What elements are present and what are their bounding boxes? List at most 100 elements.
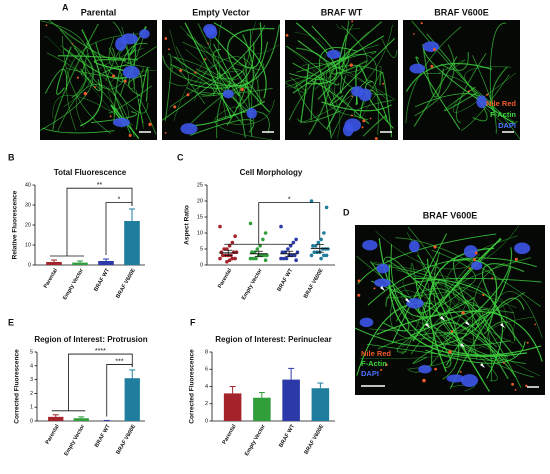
- lipid-droplet: [432, 48, 436, 51]
- actin-fiber: [227, 27, 275, 113]
- nucleus: [376, 263, 390, 274]
- lipid-droplet: [525, 384, 528, 388]
- lipid-droplet: [468, 267, 471, 270]
- bar: [311, 388, 330, 421]
- point: [220, 253, 225, 258]
- lipid-droplet: [503, 362, 505, 364]
- nucleus: [180, 123, 198, 135]
- nucleus: [115, 37, 127, 51]
- y-tick-label: 5: [30, 349, 33, 355]
- nucleus: [422, 41, 440, 52]
- lipid-droplet: [164, 37, 168, 40]
- actin-fiber: [226, 100, 275, 125]
- x-tick-label: BRAF WT: [93, 267, 111, 293]
- x-tick-label: Parental: [45, 423, 61, 445]
- actin-fiber: [445, 311, 501, 366]
- nucleus: [446, 374, 465, 383]
- arrowhead: [425, 323, 430, 328]
- error-bar: [129, 208, 135, 221]
- actin-fiber: [243, 53, 253, 137]
- actin-fiber: [334, 72, 396, 100]
- actin-fiber: [325, 44, 380, 105]
- error-bar: [52, 414, 59, 417]
- point: [254, 256, 258, 261]
- point: [263, 258, 268, 263]
- lipid-droplet: [204, 58, 207, 61]
- actin-fiber: [76, 48, 144, 128]
- error-bar: [77, 260, 83, 263]
- error-bar: [315, 244, 324, 253]
- point: [291, 240, 296, 245]
- actin-fiber: [431, 322, 509, 366]
- actin-fiber: [63, 48, 94, 107]
- arrowhead: [460, 343, 465, 348]
- y-tick-label: 4: [205, 384, 208, 390]
- nucleus: [374, 278, 391, 288]
- panel-label: C: [177, 152, 184, 162]
- actin-fiber: [299, 24, 393, 124]
- panel-label: E: [8, 317, 14, 327]
- y-tick-label: 2: [30, 391, 33, 397]
- x-tick-label: Empty Vector: [62, 267, 85, 301]
- actin-fiber: [257, 76, 262, 106]
- y-tick-label: 15: [197, 214, 203, 220]
- lipid-droplet: [148, 122, 152, 127]
- actin-fiber: [180, 26, 211, 49]
- actin-fiber: [382, 256, 484, 381]
- actin-fiber: [402, 275, 517, 309]
- y-tick-label: 0: [28, 262, 31, 268]
- bar: [124, 378, 140, 421]
- x-tick-label: BRAF V600E: [303, 267, 325, 299]
- actin-fiber: [44, 68, 68, 94]
- legend-text: F-Actin: [490, 110, 516, 119]
- x-tick-label: Parental: [43, 267, 59, 289]
- y-tick-label: 10: [25, 242, 31, 248]
- nucleus: [246, 107, 257, 119]
- lipid-droplet: [486, 93, 489, 96]
- actin-fiber: [388, 278, 452, 369]
- legend-text: Nile Red: [486, 99, 516, 108]
- bracket-line: [106, 364, 133, 417]
- y-tick-label: 0: [30, 418, 33, 424]
- point: [251, 256, 256, 261]
- actin-fiber: [216, 111, 270, 134]
- nucleus: [113, 117, 130, 127]
- lipid-droplet: [71, 42, 74, 45]
- lipid-droplet: [362, 119, 366, 123]
- actin-fiber: [388, 264, 527, 357]
- actin-fiber: [390, 244, 475, 318]
- actin-fiber: [44, 36, 125, 128]
- actin-fiber: [42, 127, 115, 134]
- actin-fiber: [218, 21, 227, 119]
- x-tick-label: Empty Vector: [241, 267, 264, 301]
- significance-label: **: [97, 182, 103, 189]
- x-tick-label: BRAF V600E: [115, 423, 137, 455]
- bar: [282, 379, 300, 421]
- y-axis-label: Aspect Ratio: [184, 205, 191, 245]
- actin-fiber: [108, 70, 157, 114]
- arrowhead: [480, 363, 485, 368]
- actin-fiber: [288, 31, 327, 90]
- nucleus: [359, 317, 374, 328]
- actin-fiber: [379, 71, 393, 138]
- point: [324, 253, 329, 258]
- legend-text: Nile Red: [361, 349, 391, 358]
- point: [280, 250, 285, 254]
- actin-fiber: [336, 24, 361, 30]
- actin-fiber: [470, 291, 543, 354]
- actin-fiber: [287, 46, 341, 139]
- bracket-line: [66, 187, 133, 256]
- nucleus: [514, 242, 531, 254]
- actin-fiber: [396, 336, 413, 353]
- lipid-droplet: [461, 311, 465, 315]
- nucleus: [471, 261, 483, 271]
- lipid-droplet: [369, 117, 372, 120]
- lipid-droplet: [179, 69, 183, 73]
- actin-fiber: [48, 19, 115, 59]
- actin-fiber: [284, 76, 307, 94]
- lipid-droplet: [128, 133, 132, 137]
- lipid-droplet: [112, 74, 116, 78]
- point: [248, 221, 253, 226]
- arrowhead: [380, 286, 385, 291]
- actin-fiber: [409, 308, 491, 337]
